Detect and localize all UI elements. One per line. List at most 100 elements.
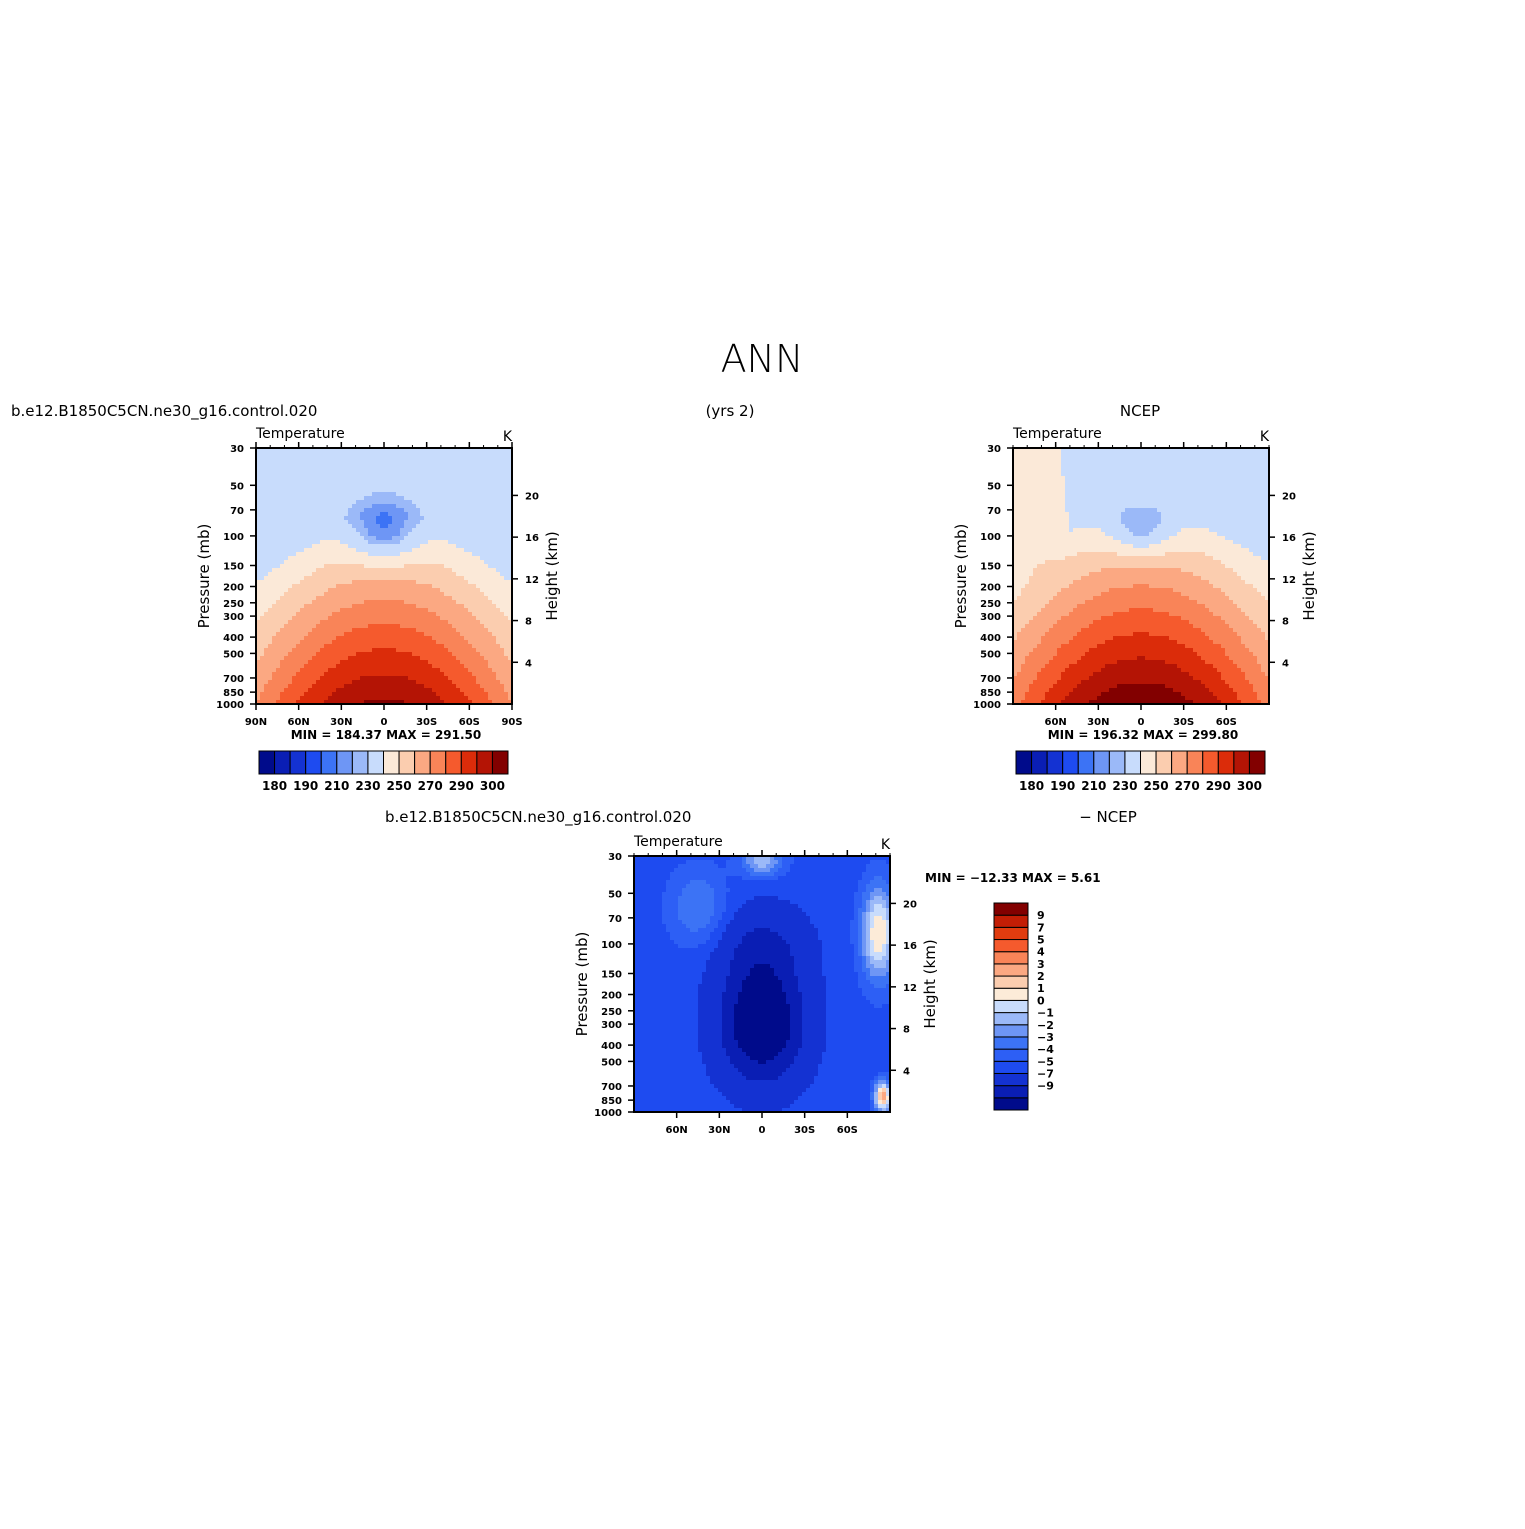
field-cell	[304, 660, 309, 665]
field-cell	[444, 648, 449, 653]
field-cell	[408, 628, 413, 633]
field-cell	[1037, 464, 1042, 469]
field-cell	[316, 512, 321, 517]
field-cell	[428, 584, 433, 589]
field-cell	[496, 620, 501, 625]
field-cell	[276, 456, 281, 461]
field-cell	[416, 696, 421, 701]
field-cell	[416, 512, 421, 517]
field-cell	[476, 644, 481, 649]
field-cell	[348, 568, 353, 573]
field-cell	[276, 536, 281, 541]
field-cell	[424, 548, 429, 553]
field-cell	[276, 640, 281, 645]
field-cell	[296, 652, 301, 657]
field-cell	[308, 656, 313, 661]
field-cell	[392, 592, 397, 597]
field-cell	[388, 532, 393, 537]
field-cell	[272, 676, 277, 681]
field-cell	[316, 536, 321, 541]
field-cell	[452, 624, 457, 629]
field-cell	[504, 556, 509, 561]
field-cell	[364, 464, 369, 469]
field-cell	[472, 596, 477, 601]
field-cell	[1017, 664, 1022, 669]
field-cell	[320, 540, 325, 545]
field-cell	[336, 676, 341, 681]
field-cell	[432, 540, 437, 545]
field-cell	[440, 664, 445, 669]
field-cell	[504, 540, 509, 545]
field-cell	[288, 500, 293, 505]
field-cell	[468, 492, 473, 497]
field-cell	[416, 588, 421, 593]
field-cell	[1017, 648, 1022, 653]
field-cell	[1033, 500, 1038, 505]
field-cell	[356, 628, 361, 633]
field-cell	[360, 652, 365, 657]
field-cell	[320, 680, 325, 685]
field-cell	[492, 656, 497, 661]
field-cell	[456, 664, 461, 669]
field-cell	[340, 640, 345, 645]
field-cell	[428, 640, 433, 645]
field-cell	[460, 596, 465, 601]
field-cell	[504, 600, 509, 605]
field-cell	[436, 548, 441, 553]
field-cell	[288, 472, 293, 477]
field-cell	[456, 484, 461, 489]
field-cell	[420, 528, 425, 533]
field-cell	[348, 580, 353, 585]
field-cell	[276, 612, 281, 617]
field-cell	[384, 560, 389, 565]
field-cell	[356, 544, 361, 549]
field-cell	[1053, 652, 1058, 657]
field-cell	[356, 536, 361, 541]
field-cell	[360, 452, 365, 457]
field-cell	[340, 688, 345, 693]
field-cell	[284, 544, 289, 549]
field-cell	[440, 524, 445, 529]
field-cell	[388, 636, 393, 641]
field-cell	[1025, 476, 1030, 481]
field-cell	[1057, 580, 1062, 585]
field-cell	[1057, 476, 1062, 481]
field-cell	[424, 492, 429, 497]
field-cell	[1053, 468, 1058, 473]
field-cell	[476, 580, 481, 585]
field-cell	[472, 616, 477, 621]
field-cell	[404, 584, 409, 589]
field-cell	[1041, 536, 1046, 541]
field-cell	[364, 584, 369, 589]
field-cell	[480, 564, 485, 569]
field-cell	[496, 500, 501, 505]
field-cell	[376, 688, 381, 693]
field-cell	[488, 520, 493, 525]
field-cell	[456, 464, 461, 469]
field-cell	[304, 584, 309, 589]
field-cell	[396, 688, 401, 693]
field-cell	[268, 652, 273, 657]
field-cell	[1033, 632, 1038, 637]
field-cell	[312, 512, 317, 517]
field-cell	[1033, 480, 1038, 485]
field-cell	[372, 452, 377, 457]
field-cell	[448, 516, 453, 521]
field-cell	[372, 620, 377, 625]
field-cell	[1025, 616, 1030, 621]
field-cell	[328, 640, 333, 645]
field-cell	[440, 648, 445, 653]
field-cell	[452, 504, 457, 509]
field-cell	[436, 536, 441, 541]
field-cell	[356, 580, 361, 585]
field-cell	[268, 512, 273, 517]
field-cell	[468, 508, 473, 513]
field-cell	[308, 552, 313, 557]
field-cell	[388, 696, 393, 701]
field-cell	[420, 500, 425, 505]
field-cell	[1049, 660, 1054, 665]
field-cell	[280, 596, 285, 601]
field-cell	[412, 548, 417, 553]
field-cell	[388, 684, 393, 689]
field-cell	[336, 560, 341, 565]
